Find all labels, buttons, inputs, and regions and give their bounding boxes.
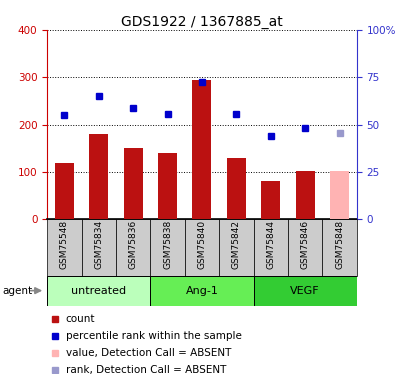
Text: percentile rank within the sample: percentile rank within the sample [65,331,241,341]
Text: GSM75848: GSM75848 [334,220,343,269]
Bar [287,219,321,276]
Bar [295,171,314,219]
Text: rank, Detection Call = ABSENT: rank, Detection Call = ABSENT [65,364,225,375]
Bar [192,80,211,219]
Bar [116,219,150,276]
Bar [124,148,142,219]
Bar [261,180,279,219]
Bar [329,171,348,219]
Bar [184,219,218,276]
Text: GSM75834: GSM75834 [94,220,103,269]
Title: GDS1922 / 1367885_at: GDS1922 / 1367885_at [121,15,282,29]
Bar [55,163,74,219]
Bar [321,219,356,276]
Bar [253,219,287,276]
Bar [150,276,253,306]
Bar [150,219,184,276]
Text: agent: agent [2,286,32,296]
Text: GSM75840: GSM75840 [197,220,206,269]
Text: GSM75844: GSM75844 [265,220,274,269]
Text: count: count [65,314,95,324]
Text: value, Detection Call = ABSENT: value, Detection Call = ABSENT [65,348,231,358]
Text: GSM75548: GSM75548 [60,220,69,269]
Bar [158,153,177,219]
Bar [253,276,356,306]
Text: GSM75842: GSM75842 [231,220,240,269]
Bar [89,134,108,219]
Bar [226,158,245,219]
Text: VEGF: VEGF [290,286,319,296]
Bar [47,219,81,276]
Text: GSM75838: GSM75838 [163,220,172,269]
Text: Ang-1: Ang-1 [185,286,218,296]
Bar [47,276,150,306]
Text: GSM75846: GSM75846 [300,220,309,269]
Bar [81,219,116,276]
Text: untreated: untreated [71,286,126,296]
Text: GSM75836: GSM75836 [128,220,137,269]
Bar [218,219,253,276]
